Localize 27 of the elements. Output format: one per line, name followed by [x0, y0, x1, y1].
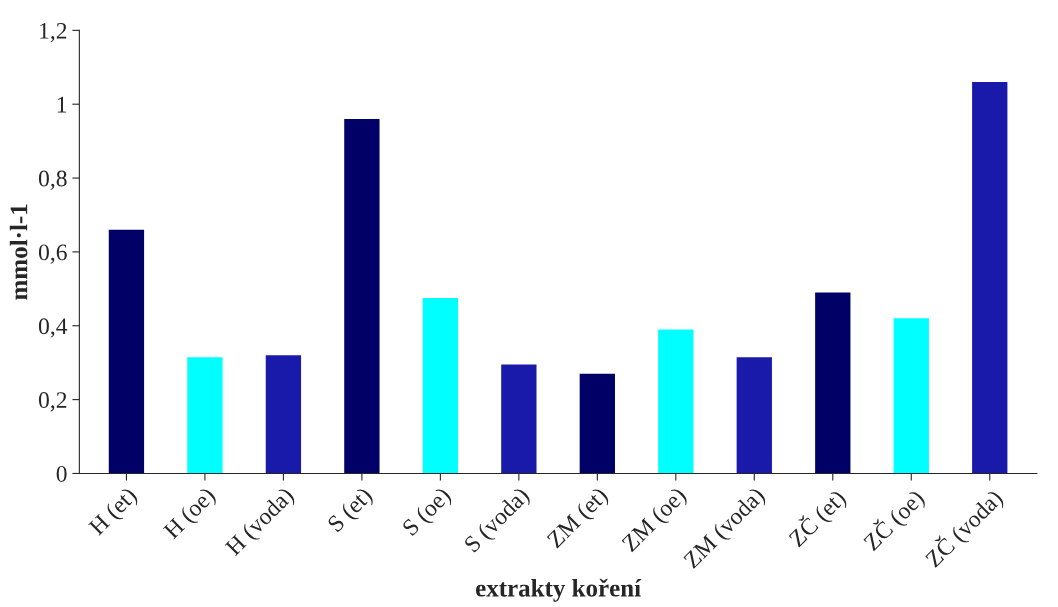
bar [501, 364, 537, 474]
bar [265, 355, 302, 474]
y-tick-label: 1 [57, 96, 67, 113]
x-tick-label: S (oe) [401, 486, 455, 540]
bar [815, 292, 851, 474]
x-tick-label: H (oe) [162, 486, 220, 544]
bar [108, 229, 145, 474]
bar [736, 357, 772, 474]
x-tick-label: H (et) [87, 486, 141, 540]
x-axis-title: extrakty koření [475, 578, 642, 602]
y-tick-label: 0 [56, 465, 67, 482]
bar [658, 329, 694, 474]
bar [579, 373, 615, 474]
y-tick-label: 1,2 [40, 22, 67, 43]
y-tick-label: 0,6 [38, 244, 67, 264]
y-tick-label: 0,2 [38, 392, 67, 412]
x-tick-label: S (et) [326, 486, 377, 536]
bar [187, 357, 223, 474]
y-axis-title: mmol·l-1 [9, 204, 28, 300]
bar [893, 318, 929, 474]
y-tick-label: 0,8 [38, 170, 67, 190]
x-tick-label: ZČ (et) [784, 486, 850, 551]
bar [344, 118, 380, 474]
bar [422, 298, 459, 474]
y-tick-label: 0,4 [38, 318, 68, 338]
bar [972, 82, 1008, 474]
x-tick-label: ZM (et) [545, 486, 612, 552]
